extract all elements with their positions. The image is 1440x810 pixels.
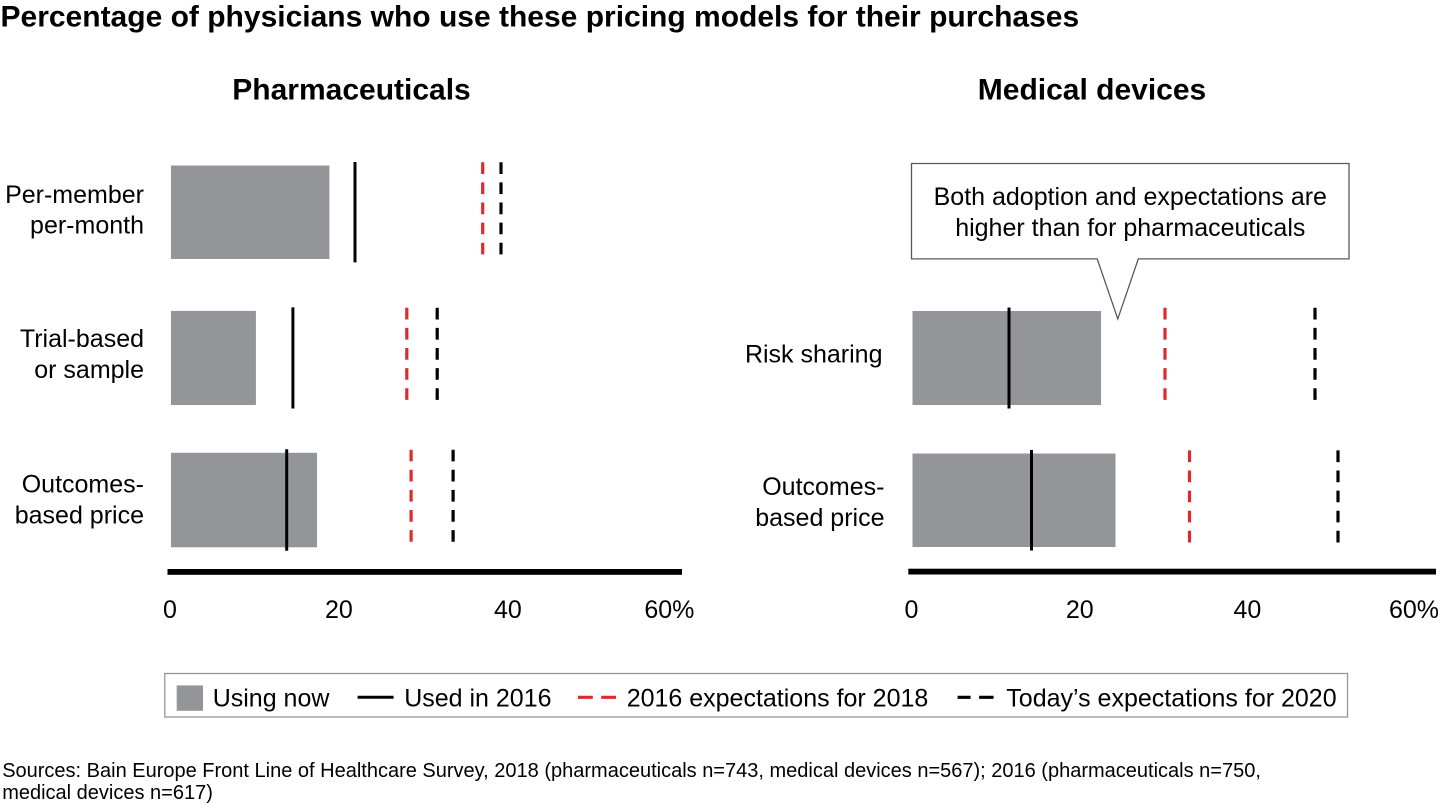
svg-text:0: 0 <box>905 596 919 624</box>
svg-text:medical devices n=617): medical devices n=617) <box>2 782 213 804</box>
svg-text:or sample: or sample <box>34 356 144 384</box>
svg-text:Both adoption and expectations: Both adoption and expectations are <box>934 183 1327 211</box>
svg-text:Using now: Using now <box>213 685 331 713</box>
svg-text:Outcomes-: Outcomes- <box>762 473 884 501</box>
svg-text:Pharmaceuticals: Pharmaceuticals <box>232 73 470 106</box>
svg-text:Percentage of physicians who u: Percentage of physicians who use these p… <box>1 1 1080 34</box>
svg-text:Sources: Bain Europe Front Lin: Sources: Bain Europe Front Line of Healt… <box>2 760 1261 782</box>
svg-text:Today’s expectations for 2020: Today’s expectations for 2020 <box>1006 685 1336 713</box>
svg-text:0: 0 <box>163 596 177 624</box>
svg-text:2016 expectations for 2018: 2016 expectations for 2018 <box>627 685 929 713</box>
svg-text:40: 40 <box>494 596 522 624</box>
svg-text:40: 40 <box>1233 596 1261 624</box>
svg-text:higher than for pharmaceutical: higher than for pharmaceuticals <box>955 214 1305 242</box>
svg-text:Used in 2016: Used in 2016 <box>404 685 551 713</box>
svg-text:20: 20 <box>325 596 353 624</box>
svg-text:Per-member: Per-member <box>5 181 144 209</box>
svg-text:based price: based price <box>15 502 144 530</box>
svg-text:per-month: per-month <box>30 211 144 239</box>
svg-text:Risk sharing: Risk sharing <box>745 341 883 369</box>
svg-text:based price: based price <box>755 504 884 532</box>
svg-text:Trial-based: Trial-based <box>20 325 144 353</box>
svg-text:20: 20 <box>1066 596 1094 624</box>
svg-text:Outcomes-: Outcomes- <box>22 471 144 499</box>
svg-text:Medical devices: Medical devices <box>978 73 1206 106</box>
svg-text:60%: 60% <box>644 596 694 624</box>
svg-text:60%: 60% <box>1389 596 1439 624</box>
